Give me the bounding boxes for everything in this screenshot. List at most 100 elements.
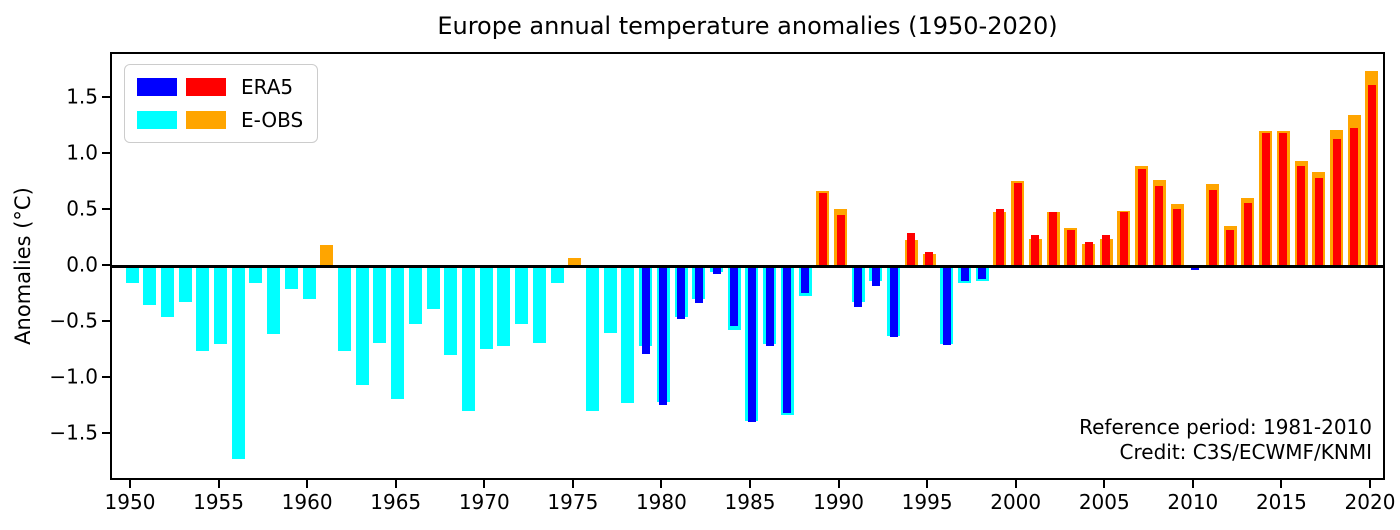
legend-label-eobs: E-OBS	[241, 108, 304, 132]
y-tick-label-−1.5: −1.5	[49, 420, 98, 445]
bar-era5-2019	[1350, 127, 1359, 267]
y-tick-label-−0.5: −0.5	[49, 308, 98, 333]
bar-eobs-1969	[462, 266, 476, 411]
bar-eobs-1973	[532, 266, 546, 343]
bar-era5-2000	[1013, 182, 1022, 267]
bar-eobs-1975	[568, 257, 582, 267]
bar-eobs-1972	[515, 266, 529, 324]
x-tick-label-2005: 2005	[1078, 490, 1130, 514]
annotation-credit: Credit: C3S/ECWMF/KNMI	[1119, 440, 1372, 464]
bar-eobs-1952	[160, 266, 174, 317]
bar-eobs-1968	[444, 266, 458, 355]
x-tick-label-2015: 2015	[1255, 490, 1307, 514]
x-tick-mark-2010	[1191, 480, 1194, 488]
bar-eobs-1958	[267, 266, 281, 334]
bar-eobs-1967	[426, 266, 440, 310]
chart-title: Europe annual temperature anomalies (195…	[437, 12, 1058, 40]
x-tick-label-1955: 1955	[193, 490, 245, 514]
x-tick-mark-2015	[1280, 480, 1283, 488]
bar-era5-1988	[801, 266, 810, 294]
bar-era5-1981	[677, 266, 686, 320]
bar-eobs-1978	[621, 266, 635, 404]
legend-label-era5: ERA5	[241, 75, 294, 99]
legend-entry-eobs: E-OBS	[137, 108, 303, 132]
bar-eobs-1974	[550, 266, 564, 284]
bar-era5-2003	[1066, 229, 1075, 267]
x-tick-label-1980: 1980	[635, 490, 687, 514]
x-tick-label-1995: 1995	[901, 490, 953, 514]
bar-era5-2017	[1314, 178, 1323, 267]
y-tick-label-1.5: 1.5	[66, 84, 98, 109]
bar-eobs-1977	[603, 266, 617, 333]
zero-line	[112, 265, 1383, 268]
x-tick-mark-1985	[748, 480, 751, 488]
bar-era5-2001	[1031, 235, 1040, 267]
bar-era5-1986	[765, 266, 774, 347]
bar-eobs-1951	[143, 266, 157, 305]
bar-era5-2008	[1155, 185, 1164, 267]
x-tick-label-1965: 1965	[370, 490, 422, 514]
x-tick-label-1990: 1990	[813, 490, 864, 514]
x-tick-mark-1975	[571, 480, 574, 488]
bar-eobs-1950	[125, 266, 139, 284]
x-tick-mark-1960	[306, 480, 309, 488]
bar-era5-2015	[1279, 133, 1288, 267]
x-tick-label-1950: 1950	[104, 490, 156, 514]
bar-era5-2010	[1190, 266, 1199, 270]
y-axis-label: Anomalies (°C)	[11, 187, 35, 345]
bar-eobs-1970	[479, 266, 493, 350]
y-tick-mark-−1.5	[102, 431, 110, 434]
bar-era5-2007	[1137, 169, 1146, 267]
x-tick-label-2020: 2020	[1344, 490, 1396, 514]
bar-era5-1997	[960, 266, 969, 282]
bar-era5-2020	[1367, 85, 1376, 267]
bar-eobs-1953	[178, 266, 192, 303]
bar-era5-1980	[659, 266, 668, 406]
y-tick-mark-−1.0	[102, 375, 110, 378]
bar-era5-1991	[854, 266, 863, 307]
bar-era5-2004	[1084, 241, 1093, 267]
x-tick-label-1960: 1960	[281, 490, 333, 514]
bar-era5-1987	[783, 266, 792, 414]
bar-eobs-1959	[284, 266, 298, 289]
y-tick-label-0.0: 0.0	[66, 252, 98, 277]
bar-era5-2002	[1049, 211, 1058, 267]
bar-era5-2011	[1208, 190, 1217, 267]
plot-area: ERA5 E-OBS Reference period: 1981-2010 C…	[110, 52, 1385, 480]
x-tick-mark-1965	[394, 480, 397, 488]
x-tick-mark-2000	[1014, 480, 1017, 488]
bar-era5-1992	[871, 266, 880, 286]
bar-era5-1998	[978, 266, 987, 279]
bar-era5-2005	[1102, 235, 1111, 267]
bar-era5-1996	[942, 266, 951, 345]
bar-eobs-1964	[373, 266, 387, 343]
y-tick-mark-−0.5	[102, 319, 110, 322]
x-tick-mark-1990	[837, 480, 840, 488]
y-tick-label-0.5: 0.5	[66, 196, 98, 221]
bar-eobs-1966	[408, 266, 422, 324]
x-tick-label-1970: 1970	[458, 490, 510, 514]
bar-era5-2009	[1173, 209, 1182, 267]
x-tick-label-2010: 2010	[1167, 490, 1219, 514]
bar-era5-1982	[694, 266, 703, 304]
bar-eobs-1955	[214, 266, 228, 344]
legend-swatch-era5-positive	[186, 78, 226, 96]
bar-eobs-1963	[355, 266, 369, 386]
legend: ERA5 E-OBS	[124, 64, 319, 143]
y-tick-label-1.0: 1.0	[66, 140, 98, 165]
y-tick-label-−1.0: −1.0	[49, 364, 98, 389]
bar-eobs-1957	[249, 266, 263, 284]
legend-swatch-era5-negative	[137, 78, 177, 96]
x-tick-mark-1980	[660, 480, 663, 488]
bar-era5-1999	[995, 209, 1004, 267]
x-tick-label-2000: 2000	[990, 490, 1042, 514]
bar-era5-1985	[747, 266, 756, 423]
bar-era5-1983	[712, 266, 721, 275]
bar-eobs-1965	[391, 266, 405, 399]
x-tick-label-1985: 1985	[724, 490, 776, 514]
bar-eobs-1962	[338, 266, 352, 351]
annotation-block: Reference period: 1981-2010 Credit: C3S/…	[1079, 415, 1372, 465]
bar-eobs-1961	[320, 245, 334, 267]
bar-era5-1993	[889, 266, 898, 338]
bar-era5-1990	[836, 214, 845, 267]
